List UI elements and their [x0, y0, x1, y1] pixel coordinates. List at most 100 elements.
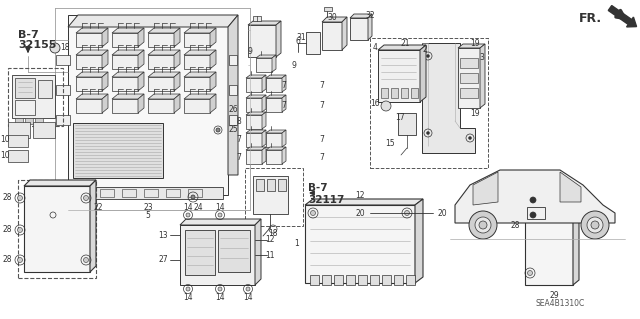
Polygon shape	[102, 72, 108, 91]
Bar	[229, 85, 237, 95]
Polygon shape	[184, 28, 216, 33]
Polygon shape	[262, 95, 266, 112]
Circle shape	[591, 221, 599, 229]
Circle shape	[426, 55, 429, 57]
Polygon shape	[420, 45, 426, 102]
Text: 26: 26	[228, 106, 238, 115]
Circle shape	[216, 128, 220, 132]
Polygon shape	[266, 130, 286, 133]
Polygon shape	[276, 21, 281, 57]
Polygon shape	[253, 176, 288, 214]
Polygon shape	[76, 50, 108, 55]
Text: 19: 19	[470, 39, 480, 48]
Text: 28: 28	[3, 256, 12, 264]
Polygon shape	[112, 94, 144, 99]
Text: 31: 31	[296, 33, 306, 41]
Polygon shape	[228, 15, 238, 175]
Polygon shape	[148, 55, 174, 69]
Circle shape	[475, 217, 491, 233]
Polygon shape	[256, 55, 276, 58]
Text: 29: 29	[549, 291, 559, 300]
Text: 11: 11	[265, 250, 275, 259]
Bar	[33, 122, 55, 138]
Polygon shape	[560, 172, 581, 202]
Bar	[229, 115, 237, 125]
Polygon shape	[262, 147, 266, 164]
Circle shape	[468, 137, 472, 139]
Polygon shape	[305, 205, 415, 283]
Text: 6: 6	[296, 36, 300, 46]
Text: 23: 23	[143, 203, 153, 211]
Polygon shape	[246, 133, 262, 147]
Polygon shape	[246, 98, 262, 112]
Polygon shape	[68, 15, 238, 27]
Text: 16: 16	[370, 99, 380, 108]
Text: 18: 18	[60, 43, 70, 53]
Bar	[334, 275, 343, 285]
Polygon shape	[262, 130, 266, 147]
Circle shape	[527, 271, 532, 276]
Bar	[8, 150, 28, 162]
Polygon shape	[266, 78, 282, 92]
Bar	[394, 275, 403, 285]
Bar	[358, 275, 367, 285]
Polygon shape	[282, 130, 286, 147]
Polygon shape	[184, 99, 210, 113]
Text: B-7: B-7	[18, 30, 39, 40]
Circle shape	[50, 43, 60, 53]
FancyArrow shape	[608, 5, 637, 27]
Text: 14: 14	[183, 293, 193, 301]
Polygon shape	[422, 43, 475, 153]
Text: 10: 10	[0, 152, 10, 160]
Bar	[56, 115, 70, 125]
Text: 7: 7	[282, 100, 287, 109]
Polygon shape	[282, 95, 286, 112]
Polygon shape	[102, 50, 108, 69]
Polygon shape	[24, 186, 90, 272]
Polygon shape	[68, 15, 228, 195]
Bar	[166, 189, 180, 197]
Polygon shape	[76, 99, 102, 113]
Polygon shape	[148, 99, 174, 113]
Bar	[122, 189, 136, 197]
Polygon shape	[210, 72, 216, 91]
Polygon shape	[525, 205, 579, 210]
Bar	[15, 78, 35, 98]
Circle shape	[469, 211, 497, 239]
Polygon shape	[458, 48, 480, 108]
Text: 21: 21	[400, 39, 410, 48]
Polygon shape	[112, 77, 138, 91]
Polygon shape	[102, 28, 108, 47]
Polygon shape	[148, 77, 174, 91]
Polygon shape	[218, 230, 250, 272]
Circle shape	[83, 196, 88, 201]
Polygon shape	[138, 72, 144, 91]
Text: 20: 20	[437, 209, 447, 218]
Text: 7: 7	[319, 152, 324, 161]
Circle shape	[479, 221, 487, 229]
Bar	[73, 187, 223, 199]
Polygon shape	[184, 77, 210, 91]
Polygon shape	[246, 75, 266, 78]
Polygon shape	[266, 98, 282, 112]
Polygon shape	[76, 33, 102, 47]
Polygon shape	[256, 58, 272, 72]
Polygon shape	[102, 94, 108, 113]
Polygon shape	[138, 50, 144, 69]
Polygon shape	[174, 94, 180, 113]
Text: 3: 3	[479, 54, 484, 63]
Bar	[278, 179, 286, 191]
Bar	[253, 16, 261, 21]
Polygon shape	[266, 75, 286, 78]
Polygon shape	[248, 21, 281, 25]
Polygon shape	[282, 147, 286, 164]
Bar	[267, 179, 275, 191]
Polygon shape	[12, 75, 55, 118]
Bar	[401, 88, 408, 98]
Bar	[411, 88, 418, 98]
Bar	[245, 168, 303, 226]
Polygon shape	[148, 33, 174, 47]
Text: 7: 7	[237, 136, 241, 145]
Bar	[324, 7, 332, 11]
Bar	[460, 58, 478, 68]
